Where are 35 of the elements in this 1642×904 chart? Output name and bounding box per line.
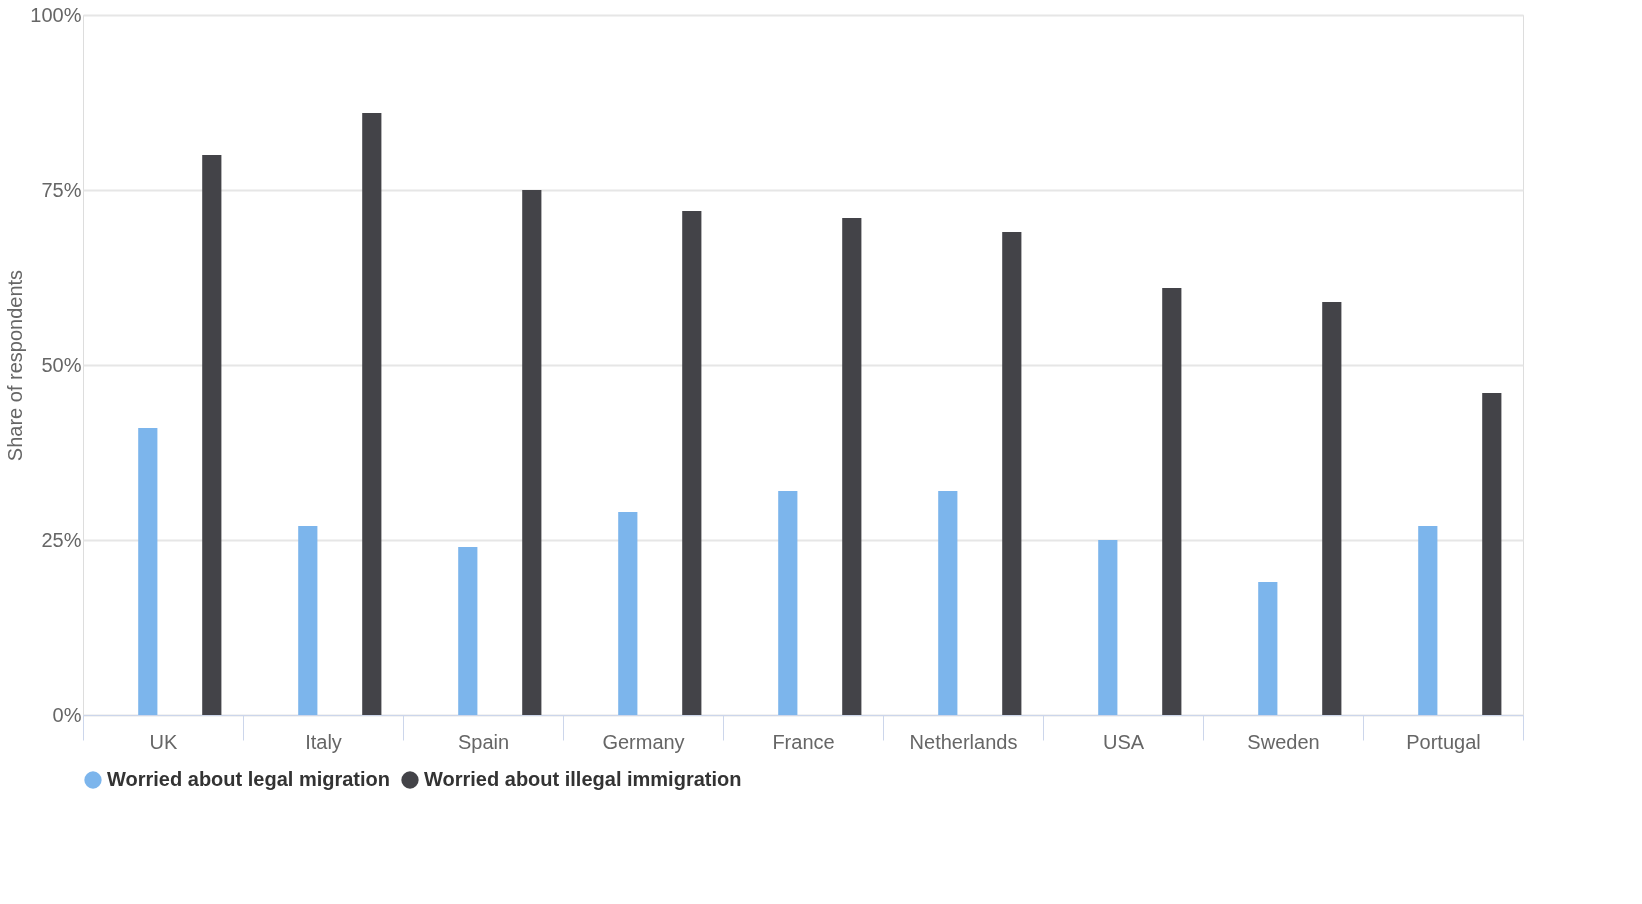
bar bbox=[138, 428, 158, 715]
x-tick-label: Sweden bbox=[1247, 730, 1320, 753]
bar bbox=[1098, 540, 1118, 715]
bar bbox=[1322, 302, 1342, 715]
y-tick-label: 75% bbox=[41, 178, 82, 201]
bar bbox=[1002, 232, 1022, 715]
legend-label: Worried about illegal immigration bbox=[424, 768, 742, 790]
bar bbox=[938, 491, 958, 715]
y-axis-title: Share of respondents bbox=[4, 269, 27, 462]
bar bbox=[842, 218, 862, 715]
bar bbox=[1162, 288, 1182, 715]
x-tick-label: Spain bbox=[457, 730, 510, 753]
bar bbox=[362, 113, 382, 715]
bar bbox=[1482, 393, 1502, 715]
y-tick-label: 50% bbox=[41, 353, 82, 376]
bar bbox=[458, 547, 478, 715]
bar bbox=[298, 526, 318, 715]
bar bbox=[1418, 526, 1438, 715]
y-tick-label: 0% bbox=[52, 703, 82, 726]
bar bbox=[778, 491, 798, 715]
x-tick-label: Italy bbox=[305, 730, 342, 753]
x-tick-label: Netherlands bbox=[909, 730, 1018, 753]
x-tick-label: France bbox=[772, 730, 835, 753]
bar bbox=[1258, 582, 1278, 715]
bar bbox=[202, 155, 222, 715]
y-tick-label: 25% bbox=[41, 528, 82, 551]
x-tick-label: Germany bbox=[602, 730, 685, 753]
bar bbox=[522, 190, 542, 715]
x-tick-label: UK bbox=[149, 730, 179, 753]
x-tick-label: Portugal bbox=[1406, 730, 1481, 753]
legend-label: Worried about legal migration bbox=[107, 768, 390, 790]
y-tick-label: 100% bbox=[30, 3, 82, 26]
bar bbox=[618, 512, 638, 715]
x-tick-label: USA bbox=[1102, 730, 1145, 753]
bar bbox=[682, 211, 702, 715]
